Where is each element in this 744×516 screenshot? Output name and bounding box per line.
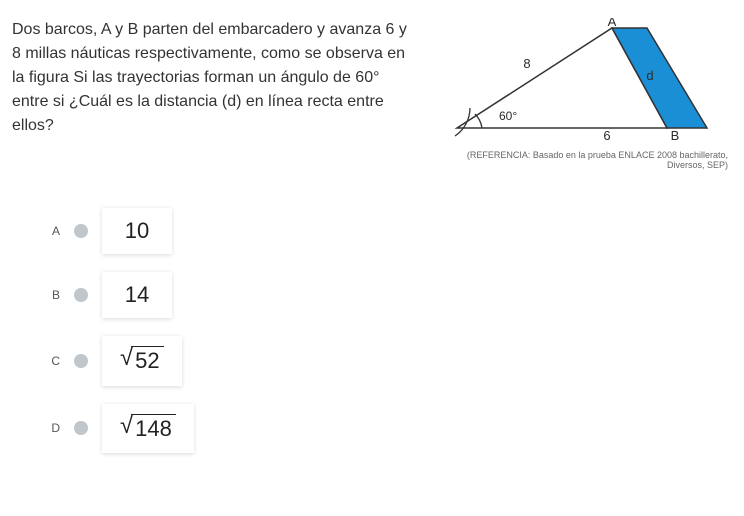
label-8: 8: [523, 56, 530, 71]
option-letter: C: [50, 354, 60, 368]
question-text: Dos barcos, A y B parten del embarcadero…: [12, 18, 420, 170]
option-value: 148: [131, 414, 176, 444]
option-value-box: 10: [102, 208, 172, 254]
option-letter: D: [50, 421, 60, 435]
option-a[interactable]: A 10: [50, 208, 744, 254]
option-value-box: √ 148: [102, 404, 194, 454]
radio-icon[interactable]: [74, 354, 88, 368]
option-b[interactable]: B 14: [50, 272, 744, 318]
option-value: 52: [131, 346, 163, 376]
question-page: Dos barcos, A y B parten del embarcadero…: [0, 0, 744, 516]
option-value: 14: [125, 282, 149, 308]
sqrt-expression: √ 148: [120, 414, 176, 444]
radio-icon[interactable]: [74, 288, 88, 302]
option-value: 10: [125, 218, 149, 244]
options-list: A 10 B 14 C √ 52 D: [0, 178, 744, 453]
label-A: A: [608, 18, 617, 29]
option-c[interactable]: C √ 52: [50, 336, 744, 386]
question-row: Dos barcos, A y B parten del embarcadero…: [0, 0, 744, 178]
label-6: 6: [603, 128, 610, 143]
triangle-figure: A B 8 6 d 60°: [437, 18, 727, 148]
option-letter: A: [50, 224, 60, 238]
radio-icon[interactable]: [74, 421, 88, 435]
label-d: d: [646, 68, 653, 83]
option-letter: B: [50, 288, 60, 302]
label-B: B: [671, 128, 680, 143]
option-value-box: √ 52: [102, 336, 182, 386]
radio-icon[interactable]: [74, 224, 88, 238]
reference-text: (REFERENCIA: Basado en la prueba ENLACE …: [432, 150, 732, 170]
option-d[interactable]: D √ 148: [50, 404, 744, 454]
label-angle: 60°: [499, 109, 517, 123]
sqrt-expression: √ 52: [120, 346, 164, 376]
option-value-box: 14: [102, 272, 172, 318]
figure-column: A B 8 6 d 60° (REFERENCIA: Basado en la …: [432, 18, 732, 170]
